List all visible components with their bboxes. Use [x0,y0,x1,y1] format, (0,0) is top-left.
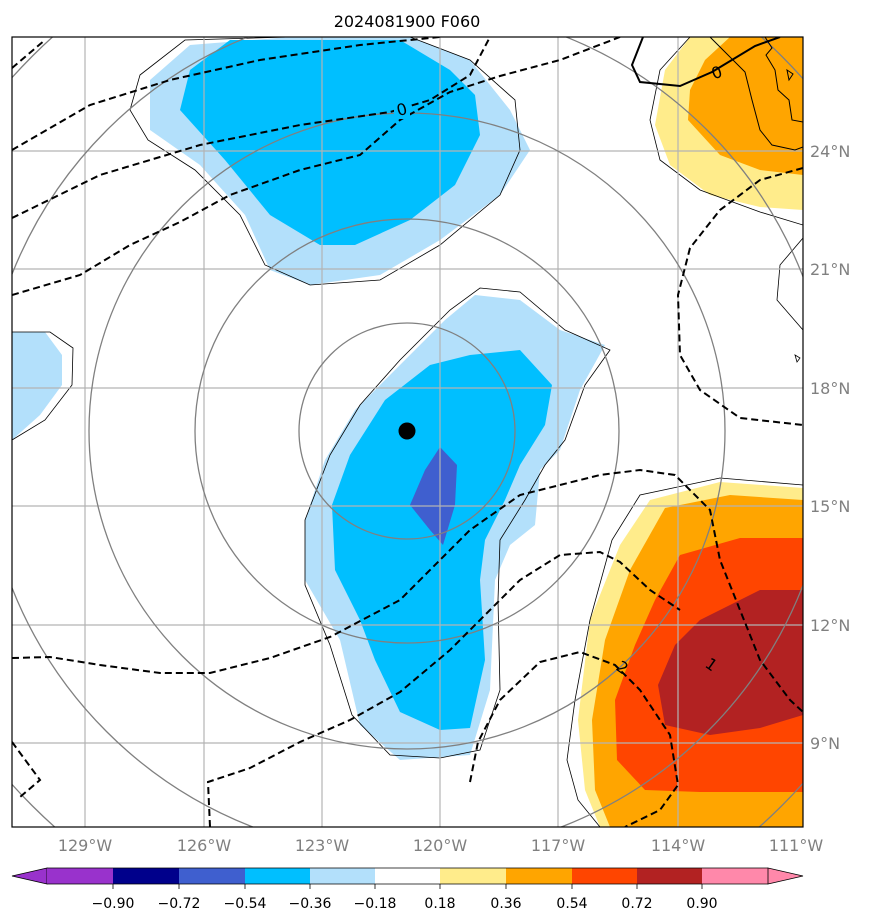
colorbar-segment [637,868,702,884]
colorbar-tick: −0.36 [289,896,332,912]
fill-west-light-blue [12,332,62,440]
lon-tick: 120°W [413,836,468,855]
solid-contour-ne [630,37,781,88]
colorbar-segment [440,868,506,884]
colorbar-tick: −0.72 [158,896,201,912]
colorbar-tick: 0.36 [490,896,521,912]
lat-tick: 15°N [810,497,850,516]
colorbar-segment [245,868,310,884]
coastline [709,37,803,151]
lon-tick: 129°W [58,836,113,855]
lat-tick-labels: 24°N 21°N 18°N 15°N 12°N 9°N [810,142,850,753]
colorbar-segment [572,868,637,884]
colorbar-extend-high [767,867,804,885]
storm-center-marker [398,422,416,440]
colorbar-segment [113,868,179,884]
colorbar-segment [179,868,245,884]
lon-tick: 111°W [769,836,824,855]
lon-tick-labels: 129°W 126°W 123°W 120°W 117°W 114°W 111°… [58,836,824,855]
colorbar-segment [375,868,440,884]
colorbar-tick: −0.18 [354,896,397,912]
colorbar-segment [506,868,572,884]
lat-lon-grid [12,37,803,827]
lon-tick: 126°W [177,836,232,855]
fill-central-dark-blue [410,447,457,545]
colorbar-extend-low [11,867,48,885]
colorbar-segment [702,868,768,884]
fill-north-mid-blue [180,40,480,245]
lon-tick: 117°W [531,836,586,855]
plot-title: 2024081900 F060 [334,12,481,31]
map-frame [11,36,804,828]
colorbar-tick: 0.72 [621,896,652,912]
lat-tick: 21°N [810,260,850,279]
lat-tick: 9°N [810,734,840,753]
dashed-contours [12,37,803,827]
lon-tick: 123°W [295,836,350,855]
colorbar-tick: 0.54 [556,896,587,912]
lat-tick: 24°N [810,142,850,161]
fill-se-dark-red [658,590,803,735]
lon-tick: 114°W [651,836,706,855]
colorbar: −0.90 −0.72 −0.54 −0.36 −0.18 0.18 0.36 … [11,867,804,912]
colorbar-tick: −0.54 [224,896,267,912]
lat-tick: 12°N [810,616,850,635]
lat-tick: 18°N [810,379,850,398]
colorbar-tick: −0.90 [92,896,135,912]
colorbar-tick: 0.18 [424,896,455,912]
colorbar-segment [47,868,113,884]
colorbar-tick: 0.90 [686,896,717,912]
colorbar-segment [310,868,375,884]
contour-label-north: 0 [394,99,409,120]
